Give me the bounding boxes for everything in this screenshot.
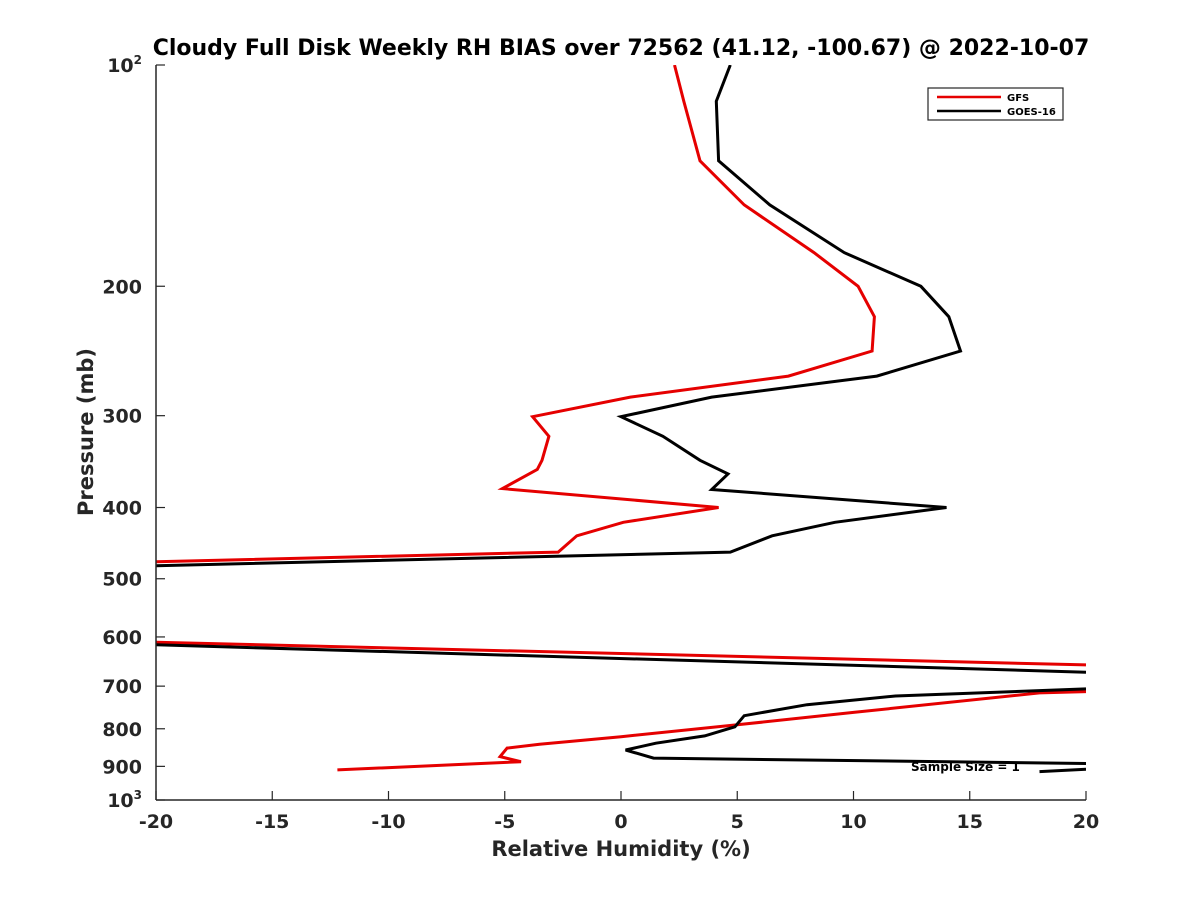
legend-box: [927, 87, 1064, 121]
y-tick-label: 600: [102, 627, 142, 649]
y-tick-label: 500: [102, 569, 142, 591]
series-line-goes16: [156, 65, 963, 568]
series-line-goes16-bottom: [1039, 767, 1086, 774]
x-tick-label: 10: [840, 811, 866, 833]
series-line-gfs: [156, 65, 876, 564]
series-layer: [156, 65, 963, 568]
y-tick-label: 102: [107, 53, 142, 77]
y-ticks: 102 200 300 400 500 600 700 800 900 103: [102, 53, 165, 812]
x-tick-label: -5: [494, 811, 515, 833]
axes: [155, 65, 1086, 801]
series-line-gfs-lowest: [337, 690, 1086, 772]
y-tick-label: 103: [107, 788, 142, 812]
x-tick-label: -20: [139, 811, 173, 833]
x-tick-label: -10: [371, 811, 405, 833]
x-tick-label: 5: [731, 811, 744, 833]
series-line-gfs-lower: [156, 640, 1086, 667]
x-tick-label: 15: [957, 811, 983, 833]
x-ticks: -20 -15 -10 -5 0 5 10 15 20: [139, 791, 1099, 833]
series-line-goes16-lower: [156, 643, 1086, 674]
x-tick-label: 20: [1073, 811, 1099, 833]
legend-label-gfs: GFS: [1007, 93, 1029, 104]
y-tick-label: 800: [102, 719, 142, 741]
x-tick-label: -15: [255, 811, 289, 833]
extended-series-layer: [156, 640, 1086, 774]
x-tick-label: 0: [614, 811, 627, 833]
y-tick-label: 300: [102, 406, 142, 428]
y-tick-label: 200: [102, 276, 142, 298]
y-tick-label: 400: [102, 498, 142, 520]
y-axis-label: Pressure (mb): [74, 348, 98, 516]
chart-title: Cloudy Full Disk Weekly RH BIAS over 725…: [153, 36, 1090, 61]
x-axis-label: Relative Humidity (%): [491, 837, 750, 861]
y-tick-label: 900: [102, 756, 142, 778]
legend-label-goes16: GOES-16: [1007, 107, 1056, 118]
y-tick-label: 700: [102, 676, 142, 698]
legend: GFS GOES-16: [927, 87, 1064, 121]
series-line-goes16-lowest: [625, 687, 1086, 765]
sample-size-annotation: Sample Size = 1: [911, 760, 1020, 774]
